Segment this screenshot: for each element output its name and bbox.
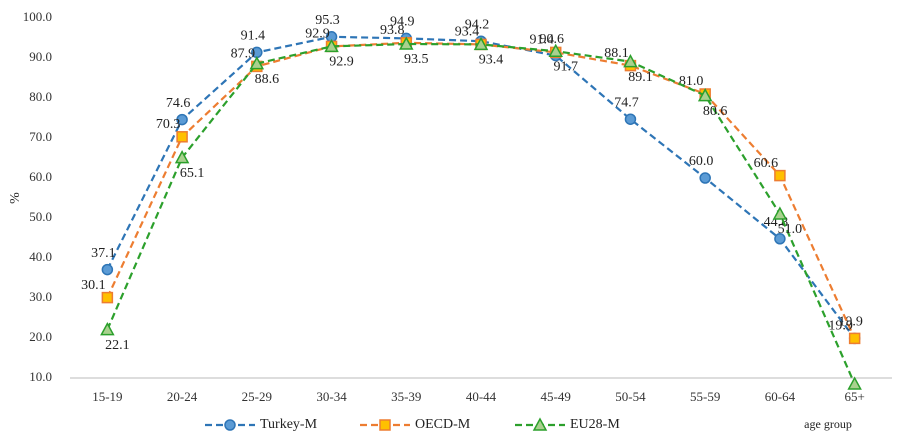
- marker: [174, 150, 190, 164]
- data-label: 74.7: [614, 95, 639, 110]
- marker: [623, 54, 638, 68]
- data-label: 87.9: [231, 47, 256, 62]
- marker: [324, 38, 339, 53]
- y-tick-label: 70.0: [29, 129, 52, 144]
- data-label: 91.4: [529, 33, 554, 48]
- data-label: 93.4: [479, 53, 504, 68]
- data-label: 93.5: [404, 52, 429, 67]
- legend-marker: [224, 419, 236, 431]
- x-tick-label: 65+: [844, 389, 864, 404]
- y-tick-label: 60.0: [29, 169, 52, 184]
- data-label: 92.9: [305, 27, 330, 42]
- x-tick-label: 15-19: [92, 389, 122, 404]
- data-label: 81.0: [679, 74, 704, 89]
- legend-marker: [379, 419, 391, 431]
- legend-label: Turkey-M: [260, 417, 318, 432]
- x-tick-label: 45-49: [541, 389, 571, 404]
- data-label: 93.8: [380, 23, 405, 38]
- legend-marker: [532, 417, 548, 431]
- y-tick-label: 50.0: [29, 209, 52, 224]
- data-label: 90.6: [539, 32, 564, 47]
- data-label: 51.0: [778, 222, 803, 237]
- marker: [399, 36, 414, 50]
- data-label: 60.6: [754, 156, 779, 171]
- marker: [101, 291, 114, 304]
- marker: [249, 56, 265, 70]
- series-line: [106, 42, 856, 385]
- marker: [697, 88, 713, 102]
- legend-label: OECD-M: [415, 417, 471, 432]
- data-label: 93.4: [455, 25, 480, 40]
- y-tick-label: 80.0: [29, 89, 52, 104]
- marker: [176, 131, 188, 143]
- marker: [624, 113, 637, 125]
- data-label: 22.1: [105, 338, 130, 353]
- data-label: 74.6: [166, 96, 191, 111]
- x-tick-label: 25-29: [242, 389, 272, 404]
- series-line: [106, 41, 856, 339]
- marker: [774, 169, 786, 182]
- y-tick-label: 10.0: [29, 369, 52, 384]
- x-tick-label: 60-64: [765, 389, 796, 404]
- marker: [847, 376, 862, 390]
- x-tick-label: 30-34: [316, 389, 347, 404]
- y-tick-label: 20.0: [29, 329, 52, 344]
- marker: [548, 43, 563, 57]
- y-tick-label: 100.0: [23, 9, 52, 24]
- x-tick-label: 35-39: [391, 389, 421, 404]
- x-tick-label: 40-44: [466, 389, 497, 404]
- marker: [100, 322, 115, 336]
- series-line: [106, 35, 856, 340]
- x-tick-label: 55-59: [690, 389, 720, 404]
- data-label: 70.3: [156, 117, 181, 132]
- data-label: 30.1: [81, 278, 106, 293]
- data-label: 94.2: [465, 17, 490, 32]
- marker: [848, 332, 861, 345]
- data-label: 91.4: [241, 29, 266, 44]
- y-tick-label: 90.0: [29, 49, 52, 64]
- marker: [473, 36, 489, 51]
- data-label: 60.0: [689, 154, 714, 169]
- x-tick-label: 20-24: [167, 389, 198, 404]
- data-label: 92.9: [329, 55, 354, 70]
- x-axis-label: age group: [804, 417, 852, 431]
- data-label: 89.1: [628, 70, 653, 85]
- x-tick-label: 50-54: [615, 389, 646, 404]
- data-label: 91.7: [553, 59, 578, 74]
- marker: [699, 172, 711, 184]
- legend-label: EU28-M: [570, 417, 620, 432]
- marker: [101, 263, 114, 276]
- data-label: 88.1: [604, 46, 629, 61]
- marker: [176, 113, 188, 126]
- data-label: 95.3: [315, 13, 340, 28]
- y-tick-label: 40.0: [29, 249, 52, 264]
- data-label: 80.6: [703, 104, 728, 119]
- data-label: 65.1: [180, 166, 205, 181]
- y-axis-label: %: [8, 192, 23, 204]
- marker: [772, 206, 788, 220]
- data-label: 88.6: [255, 72, 280, 87]
- marker: [774, 233, 786, 245]
- data-label: 94.9: [390, 15, 415, 30]
- data-label: 19.9: [828, 319, 853, 334]
- data-label: 37.1: [91, 246, 116, 261]
- y-tick-label: 30.0: [29, 289, 52, 304]
